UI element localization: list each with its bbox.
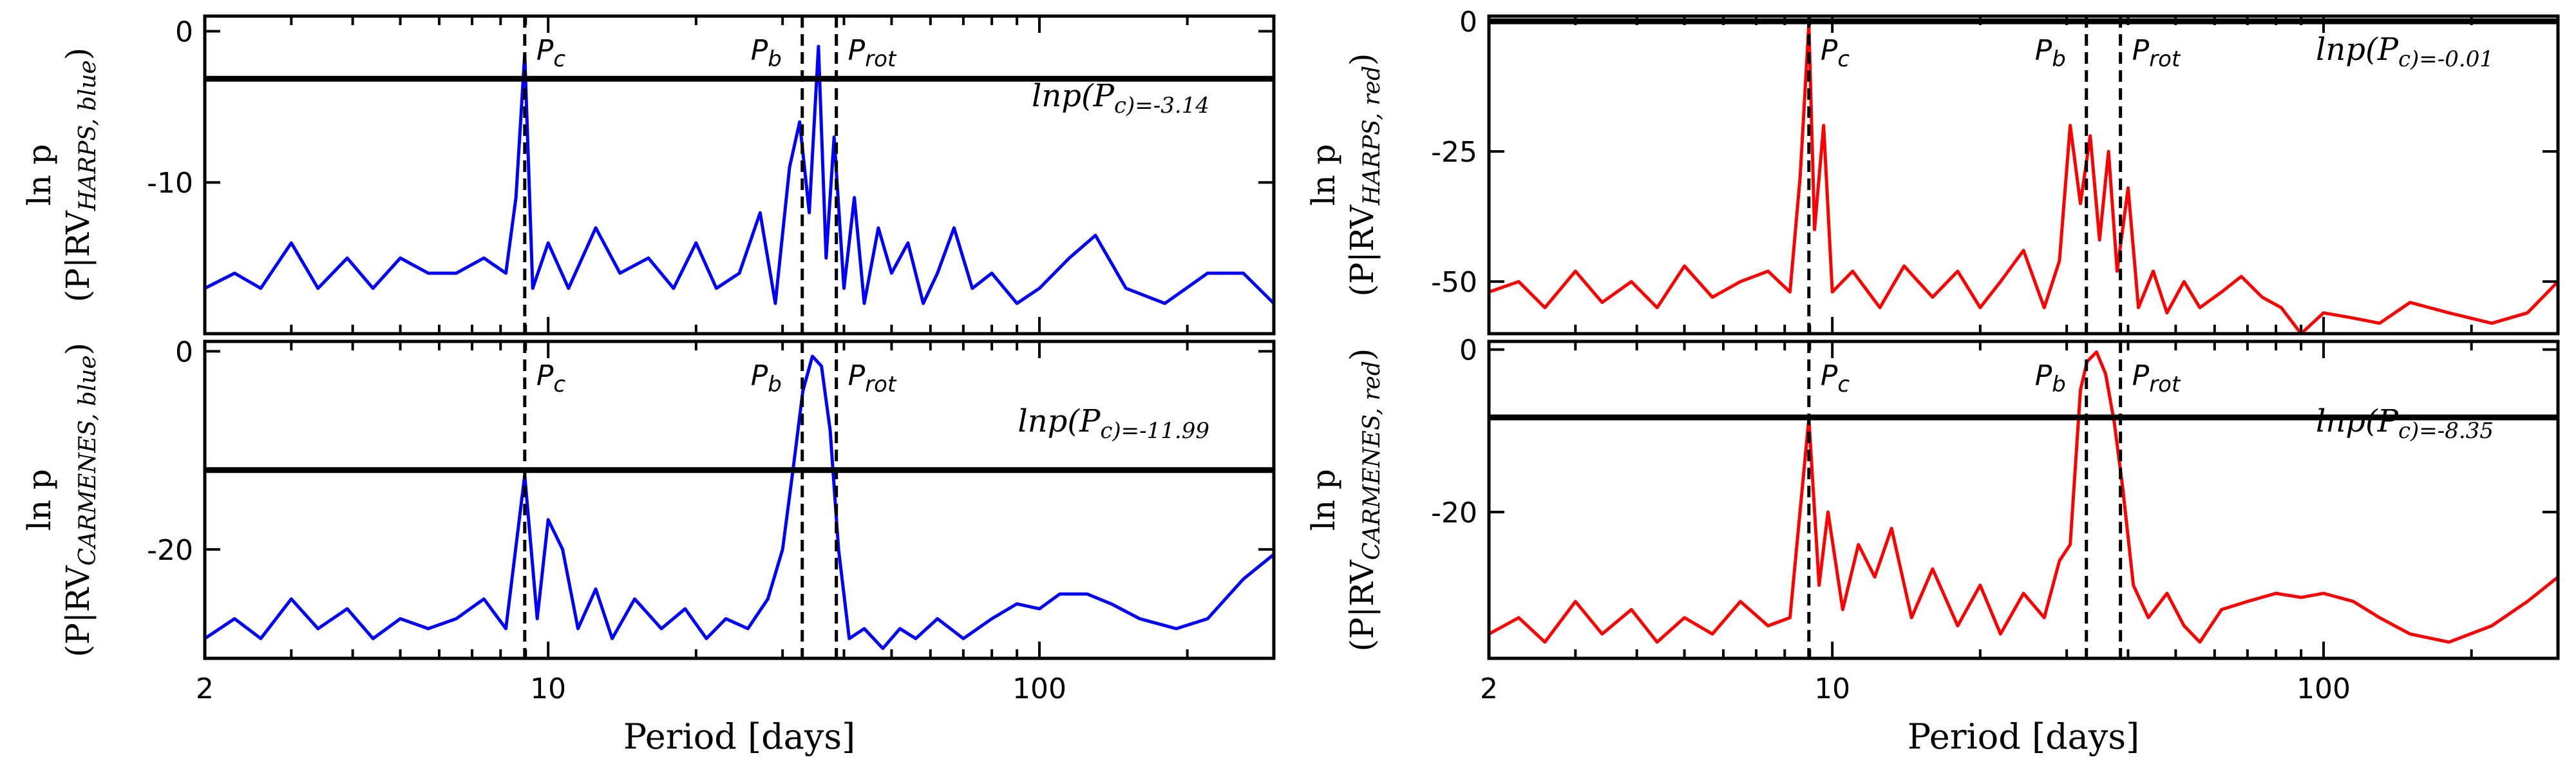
x-tick-label: 2	[196, 673, 214, 705]
lnp-annotation: lnp(Pc)=-8.35	[2316, 403, 2494, 444]
x-tick-label: 100	[2297, 673, 2351, 705]
period-marker-label: Pc	[536, 359, 566, 397]
period-marker-label: Prot	[848, 34, 897, 72]
y-axis-title: ln p	[1305, 144, 1342, 205]
y-axis-title: ln p	[21, 469, 58, 531]
plot-frame	[203, 14, 1276, 336]
period-marker-label: Prot	[2132, 34, 2181, 72]
y-tick-label: -50	[1431, 266, 1477, 299]
period-marker-label: Prot	[2132, 359, 2181, 397]
period-marker-label: Pb	[2035, 34, 2066, 72]
y-axis-title: ln p	[21, 144, 58, 205]
period-marker-label: Pc	[536, 34, 566, 72]
x-axis-title: Period [days]	[623, 716, 855, 757]
series-line	[1489, 350, 2558, 644]
series-line	[205, 354, 1274, 651]
y-axis-title: ln p	[1305, 469, 1342, 531]
lnp-annotation: lnp(Pc)=-11.99	[1018, 403, 1209, 444]
panel-top-right: Pc Pb Prot lnp(Pc)=-0.01 0 -25 -50 ln p(P|RVHAR…	[1305, 6, 2560, 336]
period-marker-label: Pc	[1821, 359, 1850, 397]
period-marker-label: Pb	[751, 34, 782, 72]
plot-frame	[203, 339, 1276, 660]
plot-frame	[1487, 339, 2560, 660]
plot-frame	[1487, 14, 2560, 336]
panel-bottom-right: Pc Pb Prot lnp(Pc)=-8.35 0 -20 2 10 100 Period [d…	[1305, 334, 2560, 757]
y-axis-subtitle: (P|RVHARPS, red)	[1343, 53, 1385, 296]
period-marker-label: Pc	[1821, 34, 1850, 72]
x-tick-label: 2	[1480, 673, 1498, 705]
panel-top-left: Pc Pb Prot lnp(Pc)=-3.14 0 -10 ln p(P|RVHARPS,…	[21, 14, 1276, 336]
panel-bottom-left: Pc Pb Prot lnp(Pc)=-11.99 0 -20 2 10 100 Period […	[21, 336, 1276, 757]
y-axis-subtitle: (P|RVCARMENES, blue)	[59, 343, 101, 657]
y-tick-label: 0	[175, 15, 193, 48]
y-tick-label: 0	[1459, 334, 1477, 367]
y-axis-subtitle: (P|RVHARPS, blue)	[59, 48, 101, 303]
y-tick-label: 0	[175, 336, 193, 368]
x-tick-label: 10	[530, 673, 566, 705]
x-tick-label: 10	[1814, 673, 1850, 705]
y-tick-label: -20	[147, 534, 193, 567]
y-axis-subtitle: (P|RVCARMENES, red)	[1343, 348, 1385, 652]
lnp-annotation: lnp(Pc)=-0.01	[2316, 32, 2494, 72]
lnp-annotation: lnp(Pc)=-3.14	[1032, 78, 1209, 119]
series-line	[1489, 22, 2558, 334]
x-tick-label: 100	[1012, 673, 1066, 705]
y-tick-label: -10	[147, 167, 193, 200]
x-axis-title: Period [days]	[1908, 716, 2139, 757]
period-marker-label: Prot	[848, 359, 897, 397]
y-tick-label: 0	[1459, 6, 1477, 39]
period-marker-label: Pb	[751, 359, 782, 397]
series-line	[205, 44, 1274, 305]
period-marker-label: Pb	[2035, 359, 2066, 397]
y-tick-label: -20	[1431, 497, 1477, 530]
y-tick-label: -25	[1431, 136, 1477, 169]
